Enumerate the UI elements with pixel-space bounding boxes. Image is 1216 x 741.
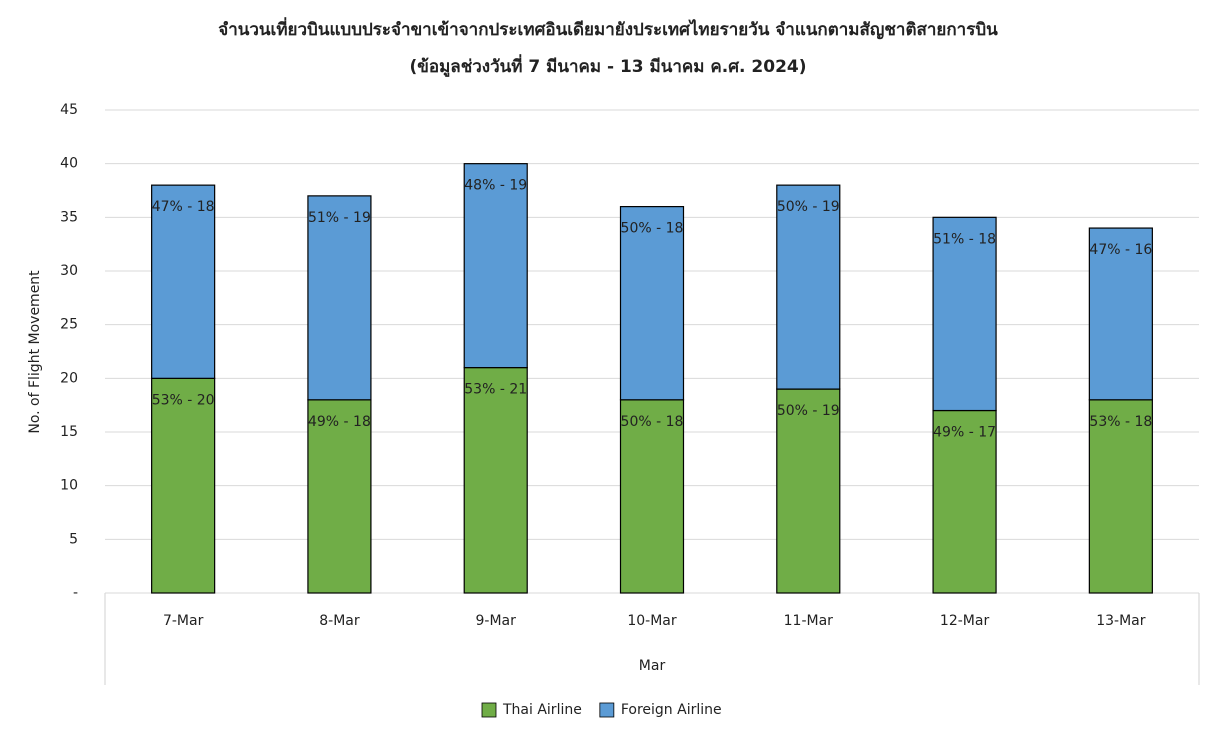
data-label: 49% - 17 — [933, 425, 996, 441]
bar-segment — [776, 184, 841, 390]
data-label: 53% - 21 — [464, 382, 527, 398]
y-tick-label: 45 — [60, 102, 78, 118]
chart-subtitle: (ข้อมูลช่วงวันที่ 7 มีนาคม - 13 มีนาคม ค… — [409, 54, 806, 78]
y-tick-label: 35 — [60, 209, 78, 225]
axis-frame — [104, 593, 1200, 685]
legend-swatch — [599, 702, 615, 718]
bar-segment — [463, 367, 528, 594]
bar-segment — [932, 216, 997, 412]
y-tick-label: 30 — [60, 263, 78, 279]
data-label: 50% - 18 — [621, 221, 684, 237]
bar-segment — [776, 388, 841, 594]
data-label: 53% - 20 — [152, 392, 215, 408]
y-axis-title: No. of Flight Movement — [27, 270, 43, 434]
y-tick-label: 20 — [60, 370, 78, 386]
x-tick-label: 13-Mar — [1096, 613, 1146, 629]
x-tick-label: 7-Mar — [163, 613, 204, 629]
bar-segment — [1088, 399, 1153, 594]
legend-label: Thai Airline — [502, 702, 582, 718]
data-label: 49% - 18 — [308, 414, 371, 430]
y-tick-label: 25 — [60, 317, 78, 333]
data-label: 47% - 18 — [152, 199, 215, 215]
data-label: 50% - 19 — [777, 199, 840, 215]
x-tick-label: 10-Mar — [627, 613, 677, 629]
legend-swatch — [481, 702, 497, 718]
bar-segment — [151, 184, 216, 379]
bar-segment — [463, 163, 528, 369]
chart-title: จำนวนเที่ยวบินแบบประจำขาเข้าจากประเทศอิน… — [218, 17, 998, 40]
y-tick-label: 5 — [69, 531, 78, 547]
bar-segment — [932, 409, 997, 594]
bar-segment — [1088, 227, 1153, 401]
x-tick-label: 8-Mar — [319, 613, 360, 629]
y-tick-label: 15 — [60, 424, 78, 440]
data-label: 51% - 18 — [933, 231, 996, 247]
data-label: 53% - 18 — [1089, 414, 1152, 430]
data-label: 47% - 16 — [1089, 242, 1152, 258]
bar-segment — [307, 195, 372, 401]
bar-segment — [151, 377, 216, 594]
x-tick-label: 11-Mar — [784, 613, 834, 629]
x-tick-label: 9-Mar — [476, 613, 517, 629]
legend-label: Foreign Airline — [621, 702, 722, 718]
bar-segment — [619, 206, 685, 401]
data-label: 51% - 19 — [308, 210, 371, 226]
y-tick-label: 40 — [60, 156, 78, 172]
x-tick-label: 12-Mar — [940, 613, 990, 629]
data-label: 48% - 19 — [464, 178, 527, 194]
y-tick-label: - — [73, 585, 78, 601]
data-label: 50% - 19 — [777, 403, 840, 419]
x-axis-title: Mar — [639, 658, 666, 674]
data-label: 50% - 18 — [621, 414, 684, 430]
y-tick-label: 10 — [60, 478, 78, 494]
